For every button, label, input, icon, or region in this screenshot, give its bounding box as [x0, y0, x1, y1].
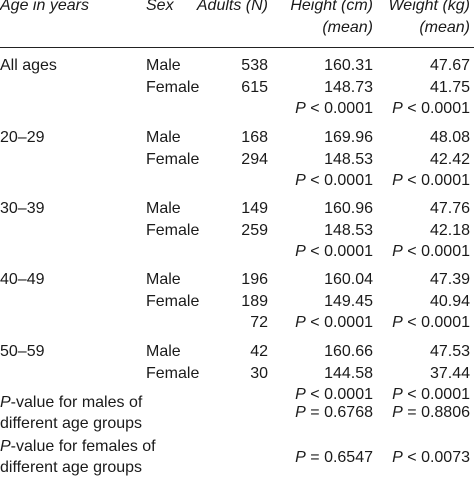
weight-cell: 37.44 — [429, 364, 470, 382]
age-group-label: 40–49 — [0, 271, 45, 288]
header-weight: Weight (kg) — [388, 0, 470, 14]
height-cell: P < 0.0001 — [295, 314, 373, 331]
sex-cell: Female — [146, 292, 200, 310]
weight-cell: 47.39 — [429, 271, 470, 288]
footer-females-height-p: P = 0.6547 — [295, 449, 373, 466]
height-cell: 148.73 — [324, 78, 373, 96]
footer-females-label-2: different age groups — [0, 459, 143, 476]
adults-cell: 294 — [241, 150, 268, 168]
age-group-label: 30–39 — [0, 200, 45, 217]
sex-cell: Male — [146, 129, 181, 146]
height-cell: 160.96 — [324, 200, 373, 217]
weight-cell: 47.67 — [429, 57, 470, 74]
height-cell: 149.45 — [324, 292, 373, 310]
header-height: Height (cm) — [290, 0, 373, 14]
height-cell: 160.31 — [324, 57, 373, 74]
weight-cell: P < 0.0001 — [392, 100, 470, 117]
weight-cell: 40.94 — [429, 292, 470, 310]
footer-females-weight-p: P < 0.0073 — [392, 449, 470, 466]
footer-males-height-p: P = 0.6768 — [295, 404, 373, 421]
header-weight-sub: (mean) — [419, 19, 470, 36]
height-cell: P < 0.0001 — [295, 386, 373, 403]
header-rule — [0, 47, 474, 48]
footer-males-label-1: P-value for males of — [0, 394, 143, 411]
sex-cell: Male — [146, 271, 181, 288]
sex-cell: Female — [146, 150, 200, 168]
footer-males-label-2: different age groups — [0, 415, 143, 432]
height-cell: P < 0.0001 — [295, 243, 373, 260]
weight-cell: 47.76 — [429, 200, 470, 217]
adults-cell: 538 — [241, 57, 268, 74]
height-cell: 160.04 — [324, 271, 373, 288]
adults-cell: 196 — [241, 271, 268, 288]
height-cell: 148.53 — [324, 150, 373, 168]
height-cell: P < 0.0001 — [295, 100, 373, 117]
weight-cell: P < 0.0001 — [392, 172, 470, 189]
sex-cell: Female — [146, 364, 200, 382]
weight-cell: 48.08 — [429, 129, 470, 146]
header-adults: Adults (N) — [196, 0, 268, 14]
age-group-label: 20–29 — [0, 129, 45, 146]
adults-cell: 30 — [250, 364, 268, 382]
age-group-label: All ages — [0, 57, 57, 74]
adults-cell: 615 — [241, 78, 268, 96]
weight-cell: P < 0.0001 — [392, 314, 470, 331]
height-cell: P < 0.0001 — [295, 172, 373, 189]
sex-cell: Male — [146, 57, 181, 74]
adults-cell: 189 — [241, 292, 268, 310]
sex-cell: Female — [146, 221, 200, 239]
header-height-sub: (mean) — [322, 19, 373, 36]
weight-cell: 47.53 — [429, 343, 470, 360]
footer-males-weight-p: P = 0.8806 — [392, 404, 470, 421]
adults-cell: 42 — [250, 343, 268, 360]
height-cell: 169.96 — [324, 129, 373, 146]
header-age: Age in years — [0, 0, 89, 14]
height-cell: 144.58 — [324, 364, 373, 382]
adults-cell: 168 — [241, 129, 268, 146]
header-sex: Sex — [146, 0, 174, 14]
weight-cell: 41.75 — [429, 78, 470, 96]
height-cell: 160.66 — [324, 343, 373, 360]
sex-cell: Male — [146, 200, 181, 217]
adults-cell: 72 — [250, 314, 268, 331]
adults-cell: 259 — [241, 221, 268, 239]
height-cell: 148.53 — [324, 221, 373, 239]
age-group-label: 50–59 — [0, 343, 45, 360]
weight-cell: 42.18 — [429, 221, 470, 239]
weight-cell: P < 0.0001 — [392, 386, 470, 403]
weight-cell: 42.42 — [429, 150, 470, 168]
sex-cell: Female — [146, 78, 200, 96]
footer-females-label-1: P-value for females of — [0, 438, 156, 455]
sex-cell: Male — [146, 343, 181, 360]
adults-cell: 149 — [241, 200, 268, 217]
weight-cell: P < 0.0001 — [392, 243, 470, 260]
